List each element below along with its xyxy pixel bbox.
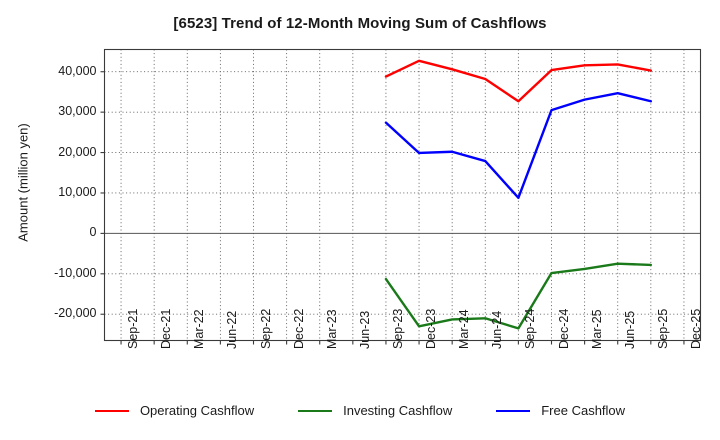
x-tick-label: Sep-25: [655, 308, 670, 349]
legend-item[interactable]: Operating Cashflow: [94, 403, 255, 418]
legend-label: Operating Cashflow: [139, 403, 255, 418]
chart-legend: Operating Cashflow Investing Cashflow Free…: [0, 403, 720, 418]
x-tick-label: Dec-22: [291, 308, 306, 349]
legend-color-swatch: [496, 409, 531, 412]
x-tick-label: Dec-21: [159, 308, 174, 349]
legend-item[interactable]: Free Cashflow: [496, 403, 625, 418]
legend-item[interactable]: Investing Cashflow: [298, 403, 452, 418]
x-tick-label: Jun-25: [622, 310, 637, 349]
x-tick-label: Dec-24: [556, 308, 571, 349]
x-tick-label: Sep-23: [390, 308, 405, 349]
legend-color-swatch: [94, 409, 129, 412]
plot-background: [104, 49, 701, 341]
x-tick-label: Jun-22: [225, 310, 240, 349]
legend-color-swatch: [298, 409, 333, 412]
y-tick-label: 10,000: [58, 184, 97, 199]
plot-frame: [103, 48, 702, 342]
legend-label: Free Cashflow: [541, 403, 626, 418]
x-tick-label: Mar-22: [192, 308, 207, 349]
y-tick-label: 20,000: [58, 144, 97, 159]
x-tick-label: Dec-23: [424, 308, 439, 349]
y-tick-label: -20,000: [54, 306, 97, 321]
x-tick-label: Jun-24: [490, 310, 505, 349]
series-line-1: [384, 262, 653, 330]
legend-label: Investing Cashflow: [343, 403, 453, 418]
x-tick-label: Jun-23: [357, 310, 372, 349]
series-line-2: [384, 91, 653, 200]
y-tick-label: -10,000: [54, 265, 97, 280]
series-line-0: [384, 59, 653, 103]
x-tick-label: Mar-24: [457, 308, 472, 349]
x-tick-label: Sep-22: [258, 308, 273, 349]
y-tick-label: 30,000: [58, 104, 97, 119]
x-tick-label: Mar-25: [589, 308, 604, 349]
x-tick-label: Dec-25: [688, 308, 703, 349]
y-tick-label: 0: [89, 225, 97, 240]
chart-title: [6523] Trend of 12-Month Moving Sum of C…: [173, 15, 547, 32]
x-tick-label: Sep-21: [126, 308, 141, 349]
x-tick-label: Mar-23: [324, 308, 339, 349]
x-tick-label: Sep-24: [523, 308, 538, 349]
y-tick-label: 40,000: [58, 63, 97, 78]
